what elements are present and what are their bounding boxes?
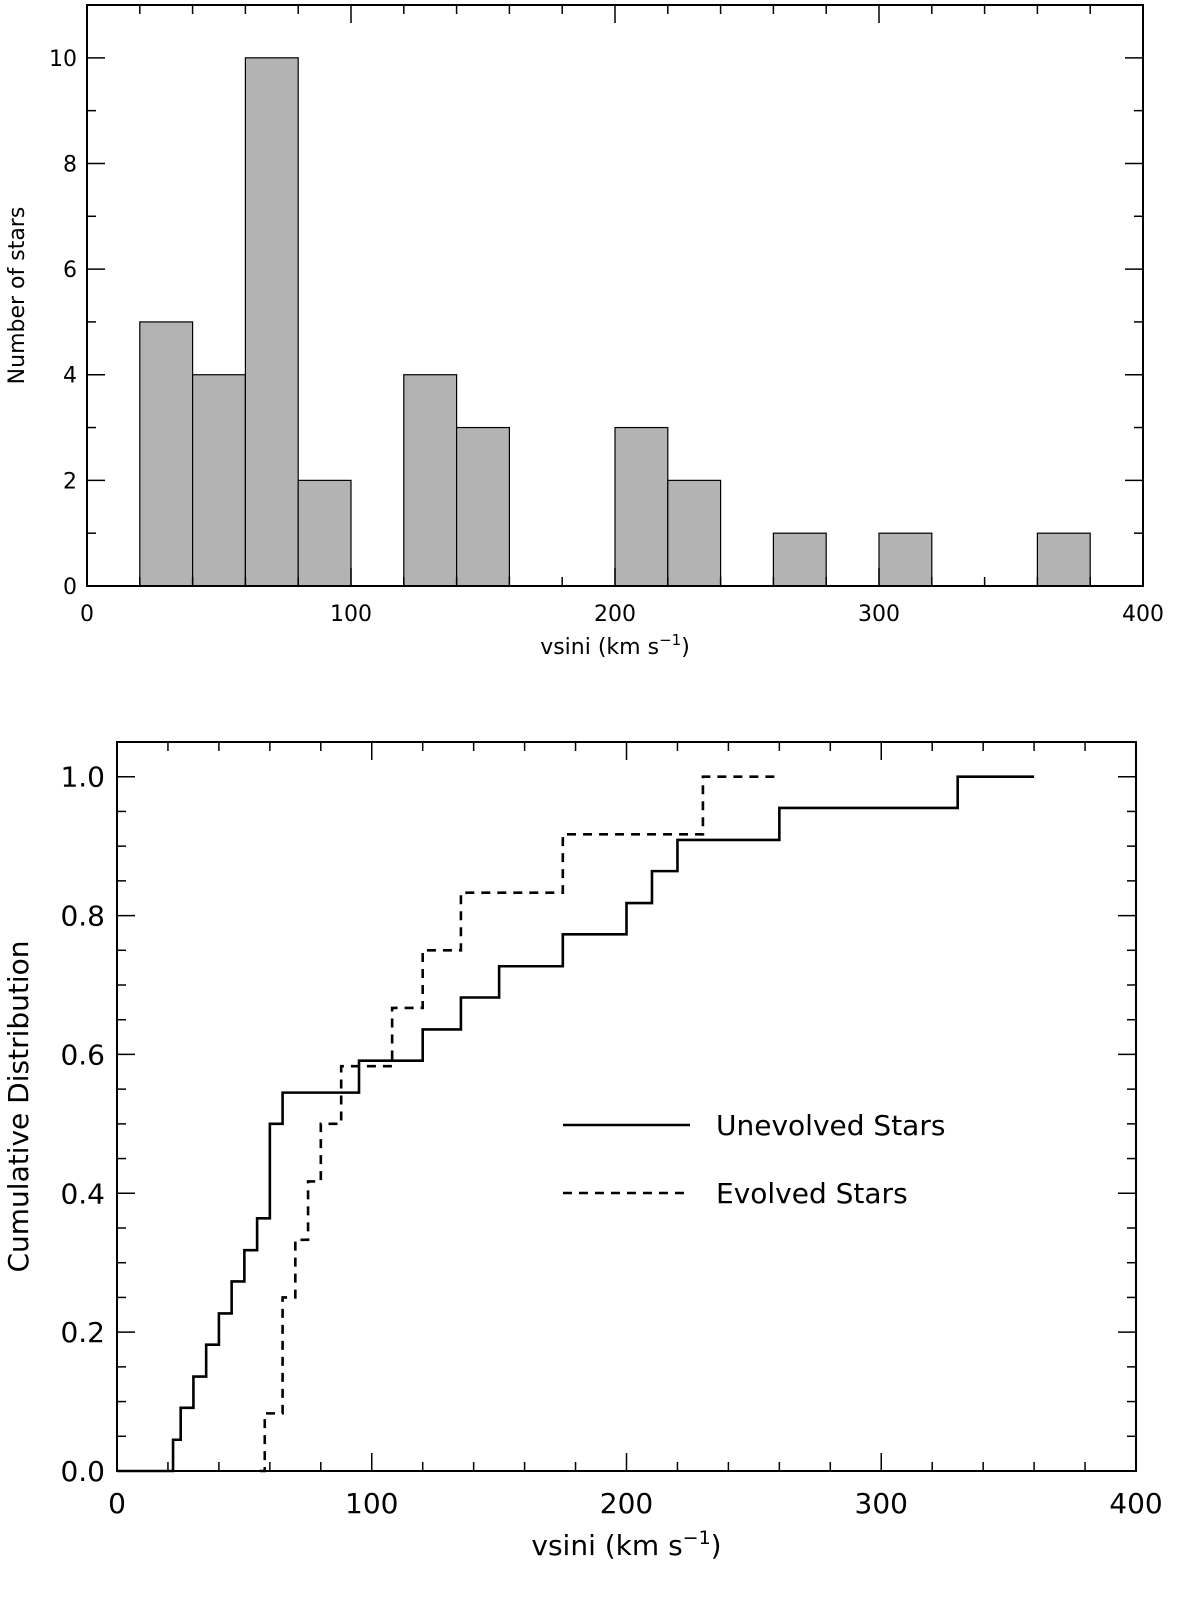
histogram-bar-0 bbox=[139, 321, 194, 587]
histogram-bar-3 bbox=[297, 479, 352, 587]
histogram-y-tick-label: 6 bbox=[63, 258, 77, 283]
histogram-x-tick-label: 0 bbox=[80, 602, 94, 627]
histogram-bar-2 bbox=[244, 57, 299, 587]
cdf-y-tick-label: 0.0 bbox=[60, 1455, 105, 1488]
legend-label-0: Unevolved Stars bbox=[716, 1109, 945, 1142]
histogram-bars bbox=[139, 57, 1091, 587]
histogram-bar-4 bbox=[403, 374, 458, 587]
cdf-y-tick-label: 0.8 bbox=[60, 900, 105, 933]
cdf-y-tick-label: 0.4 bbox=[60, 1177, 105, 1210]
histogram-x-tick-labels: 0 100 200 300 400 bbox=[80, 602, 1164, 627]
legend-label-1: Evolved Stars bbox=[716, 1177, 908, 1210]
cdf-x-tick-labels: 0 100 200 300 400 bbox=[108, 1487, 1163, 1520]
histogram-bar-5 bbox=[456, 426, 511, 587]
histogram-x-tick-label: 200 bbox=[594, 602, 636, 627]
histogram-bar-10 bbox=[1036, 532, 1091, 587]
histogram-y-tick-label: 8 bbox=[63, 152, 77, 177]
histogram-x-tick-label: 400 bbox=[1122, 602, 1164, 627]
histogram-x-axis-label: vsini (km s−1) bbox=[540, 631, 690, 660]
histogram-y-tick-label: 0 bbox=[63, 575, 77, 600]
cdf-chart: 0 100 200 300 400 0.0 0.2 0.4 0.6 0.8 1.0 vsini (… bbox=[2, 741, 1163, 1562]
cdf-x-tick-label: 200 bbox=[600, 1487, 653, 1520]
histogram-y-axis-label: Number of stars bbox=[5, 207, 30, 385]
cdf-y-tick-label: 1.0 bbox=[60, 761, 105, 794]
histogram-ticks bbox=[86, 4, 1144, 587]
cdf-x-tick-label: 0 bbox=[108, 1487, 126, 1520]
histogram-bar-6 bbox=[614, 426, 669, 587]
histogram-y-tick-label: 4 bbox=[63, 364, 77, 389]
histogram-y-tick-label: 2 bbox=[63, 469, 77, 494]
cdf-y-tick-labels: 0.0 0.2 0.4 0.6 0.8 1.0 bbox=[60, 761, 105, 1488]
cdf-series-lines bbox=[117, 775, 1035, 1473]
cdf-y-axis-label: Cumulative Distribution bbox=[2, 940, 35, 1272]
cdf-y-tick-label: 0.2 bbox=[60, 1316, 105, 1349]
histogram-chart: 0 100 200 300 400 0 2 4 6 8 10 vsini (km s−1) Num… bbox=[5, 4, 1164, 660]
histogram-bar-9 bbox=[878, 532, 933, 587]
cdf-plot-frame bbox=[116, 741, 1137, 1472]
histogram-bar-1 bbox=[192, 374, 247, 587]
histogram-bar-7 bbox=[667, 479, 722, 587]
cdf-x-axis-label: vsini (km s−1) bbox=[531, 1527, 721, 1562]
cdf-legend: Unevolved Stars Evolved Stars bbox=[563, 1109, 945, 1210]
cdf-series-evolved-stars bbox=[259, 775, 780, 1473]
cdf-y-tick-label: 0.6 bbox=[60, 1038, 105, 1071]
cdf-ticks bbox=[116, 741, 1137, 1472]
histogram-y-tick-labels: 0 2 4 6 8 10 bbox=[49, 47, 77, 600]
cdf-x-tick-label: 300 bbox=[855, 1487, 908, 1520]
histogram-bar-8 bbox=[772, 532, 827, 587]
histogram-x-tick-label: 100 bbox=[330, 602, 372, 627]
histogram-y-tick-label: 10 bbox=[49, 47, 77, 72]
cdf-x-tick-label: 400 bbox=[1109, 1487, 1162, 1520]
histogram-plot-frame bbox=[86, 4, 1144, 587]
cdf-series-unevolved-stars bbox=[117, 775, 1035, 1473]
cdf-x-tick-label: 100 bbox=[345, 1487, 398, 1520]
histogram-x-tick-label: 300 bbox=[858, 602, 900, 627]
